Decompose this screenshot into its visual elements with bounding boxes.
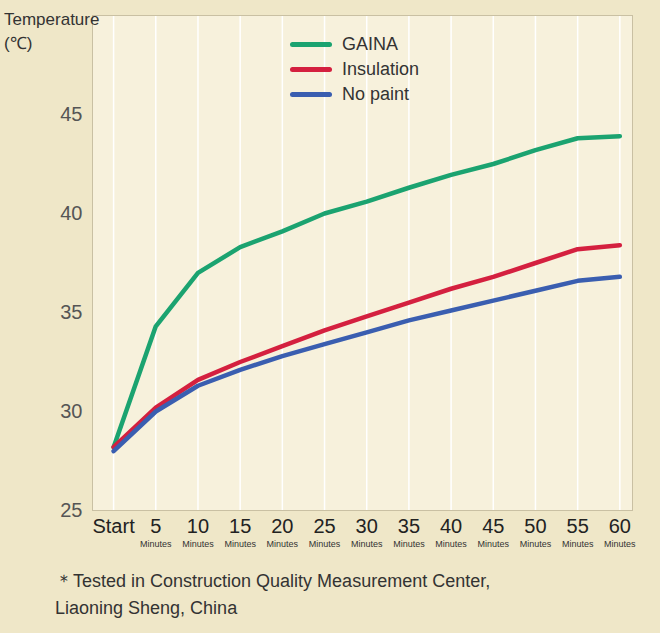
html-text:GAINA: GAINA [342, 34, 398, 54]
svg-text:15: 15 [229, 515, 251, 537]
svg-text:25: 25 [60, 499, 82, 521]
svg-text:40: 40 [440, 515, 462, 537]
svg-text:Minutes: Minutes [393, 539, 425, 549]
svg-text:Minutes: Minutes [140, 539, 172, 549]
svg-text:Minutes: Minutes [309, 539, 341, 549]
svg-text:30: 30 [60, 400, 82, 422]
html-text:Temperature (℃): Temperature (℃) [4, 10, 100, 53]
html-text:No paint: No paint [342, 84, 409, 104]
svg-text:Minutes: Minutes [267, 539, 299, 549]
svg-text:5: 5 [150, 515, 161, 537]
html-text:＊Tested in Construction Qualit: ＊Tested in Construction Quality Measurem… [55, 571, 491, 618]
svg-text:Minutes: Minutes [182, 539, 214, 549]
svg-text:Minutes: Minutes [224, 539, 256, 549]
svg-text:Minutes: Minutes [435, 539, 467, 549]
svg-text:35: 35 [398, 515, 420, 537]
svg-text:60: 60 [609, 515, 631, 537]
svg-text:10: 10 [187, 515, 209, 537]
svg-text:Minutes: Minutes [351, 539, 383, 549]
svg-text:45: 45 [60, 103, 82, 125]
svg-text:Start: Start [92, 515, 135, 537]
svg-text:Minutes: Minutes [604, 539, 636, 549]
svg-text:25: 25 [313, 515, 335, 537]
svg-text:50: 50 [524, 515, 546, 537]
svg-text:55: 55 [567, 515, 589, 537]
svg-text:35: 35 [60, 301, 82, 323]
svg-text:30: 30 [356, 515, 378, 537]
svg-text:Minutes: Minutes [520, 539, 552, 549]
svg-text:20: 20 [271, 515, 293, 537]
svg-text:Minutes: Minutes [478, 539, 510, 549]
html-text:Insulation: Insulation [342, 59, 420, 79]
svg-text:45: 45 [482, 515, 504, 537]
svg-text:Minutes: Minutes [562, 539, 594, 549]
svg-text:40: 40 [60, 202, 82, 224]
